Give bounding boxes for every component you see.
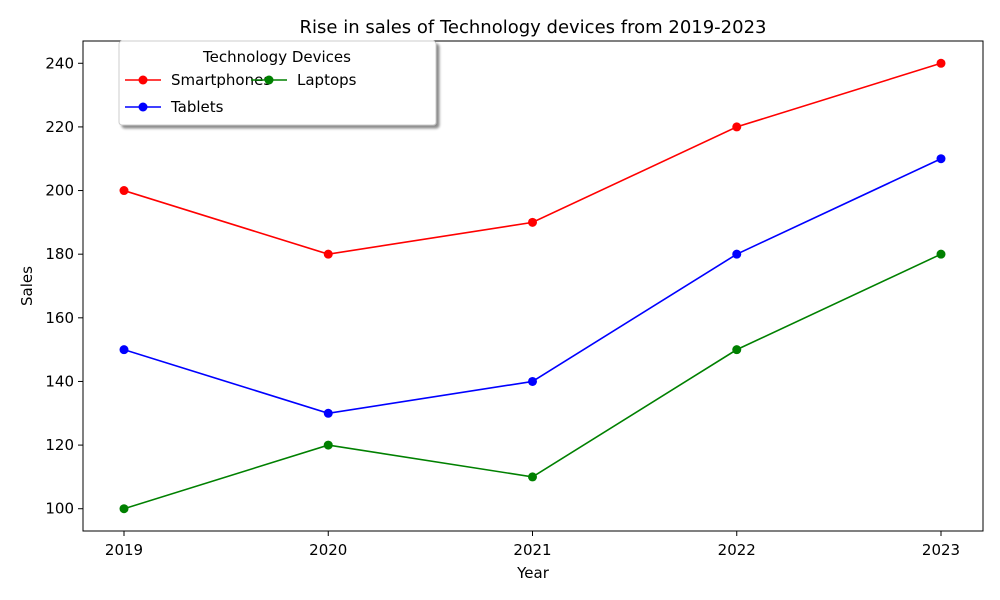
x-axis-label: Year <box>516 564 550 582</box>
y-tick-label: 140 <box>45 372 74 390</box>
legend-swatch-marker-tablets <box>138 102 148 112</box>
y-tick-label: 160 <box>45 309 74 327</box>
plot-area-frame <box>82 40 984 532</box>
legend: Technology Devices Smartphones Tablets Lap… <box>118 40 437 126</box>
legend-title: Technology Devices <box>202 48 351 66</box>
legend-swatch-marker-laptops <box>264 75 274 85</box>
legend-label-laptops: Laptops <box>297 71 357 89</box>
x-tick-label: 2023 <box>922 541 960 559</box>
y-tick-label: 120 <box>45 436 74 454</box>
y-tick-label: 100 <box>45 500 74 518</box>
data-point-smartphones <box>323 249 333 259</box>
data-point-tablets <box>732 249 742 259</box>
data-point-tablets <box>323 408 333 418</box>
y-tick-label: 200 <box>45 182 74 200</box>
data-point-smartphones <box>936 58 946 68</box>
y-tick-label: 220 <box>45 118 74 136</box>
data-point-laptops <box>528 472 537 482</box>
series-line-tablets <box>123 158 942 415</box>
data-point-tablets <box>936 154 946 164</box>
data-point-laptops <box>936 249 946 259</box>
data-point-laptops <box>732 345 742 355</box>
series-layer <box>119 58 946 514</box>
x-axis-ticks: 2019 2020 2021 2022 2023 <box>105 531 960 559</box>
legend-label-tablets: Tablets <box>170 98 224 116</box>
x-tick-label: 2020 <box>309 541 347 559</box>
legend-label-smartphones: Smartphones <box>171 71 271 89</box>
data-point-tablets <box>528 376 537 386</box>
data-point-smartphones <box>732 122 742 132</box>
x-tick-label: 2021 <box>513 541 551 559</box>
legend-entries: Smartphones Tablets Laptops <box>125 71 357 116</box>
data-point-smartphones <box>528 217 537 227</box>
y-axis-label: Sales <box>18 266 36 306</box>
y-tick-label: 240 <box>45 54 74 72</box>
data-point-smartphones <box>119 186 129 196</box>
y-tick-label: 180 <box>45 245 74 263</box>
x-tick-label: 2019 <box>105 541 143 559</box>
x-tick-label: 2022 <box>718 541 756 559</box>
chart-title: Rise in sales of Technology devices from… <box>300 17 767 38</box>
data-point-laptops <box>119 504 129 514</box>
legend-swatch-marker-smartphones <box>138 75 148 85</box>
y-axis-ticks: 100 120 140 160 180 200 220 240 <box>45 54 83 518</box>
data-point-laptops <box>323 440 333 450</box>
legend-box <box>118 40 437 126</box>
data-point-tablets <box>119 345 129 355</box>
